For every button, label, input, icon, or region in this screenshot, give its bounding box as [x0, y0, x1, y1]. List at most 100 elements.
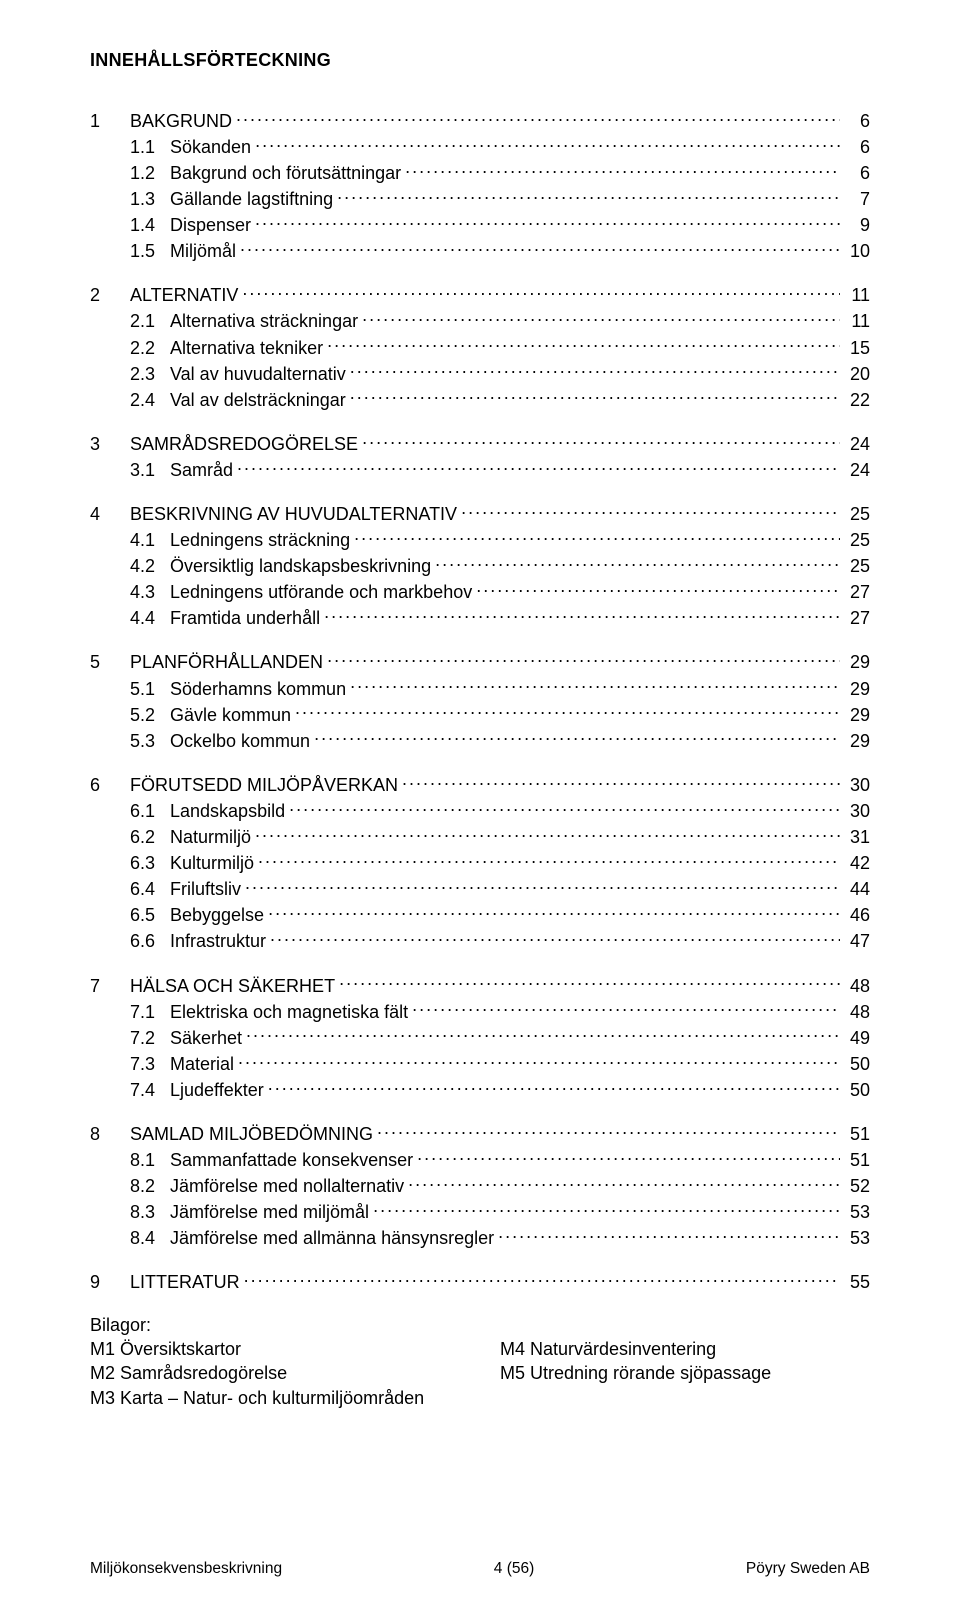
toc-label: Sammanfattade konsekvenser — [170, 1148, 413, 1172]
toc-number: 5 — [90, 650, 130, 674]
toc-leader — [289, 797, 840, 817]
toc-leader — [405, 159, 840, 179]
toc-entry-level2: 1.3Gällande lagstiftning7 — [90, 185, 870, 211]
toc-number: 9 — [90, 1270, 130, 1294]
toc-label: SAMLAD MILJÖBEDÖMNING — [130, 1122, 373, 1146]
toc-label: Ockelbo kommun — [170, 729, 310, 753]
toc-leader — [435, 552, 840, 572]
toc-label: Gällande lagstiftning — [170, 187, 333, 211]
toc-label: Sökanden — [170, 135, 251, 159]
toc-number: 4.3 — [130, 580, 170, 604]
toc-page: 48 — [844, 974, 870, 998]
toc-leader — [236, 107, 840, 127]
toc-entry-level2: 1.5Miljömål10 — [90, 237, 870, 263]
toc-label: Ledningens sträckning — [170, 528, 350, 552]
toc-label: Jämförelse med miljömål — [170, 1200, 369, 1224]
appendix-section: Bilagor: M1 ÖversiktskartorM2 Samrådsred… — [90, 1313, 870, 1410]
toc-page: 22 — [844, 388, 870, 412]
toc-leader — [246, 1024, 840, 1044]
toc-label: Material — [170, 1052, 234, 1076]
toc-number: 8.4 — [130, 1226, 170, 1250]
toc-entry-level2: 6.6Infrastruktur47 — [90, 928, 870, 954]
toc-page: 29 — [844, 677, 870, 701]
appendix-column-left: M1 ÖversiktskartorM2 SamrådsredogörelseM… — [90, 1337, 460, 1410]
toc-number: 4.4 — [130, 606, 170, 630]
appendix-item: M1 Översiktskartor — [90, 1337, 460, 1361]
toc-entry-level1: 1BAKGRUND6 — [90, 107, 870, 133]
toc-entry-level1: 4BESKRIVNING AV HUVUDALTERNATIV25 — [90, 500, 870, 526]
toc-block: 4BESKRIVNING AV HUVUDALTERNATIV254.1Ledn… — [90, 500, 870, 630]
toc-number: 1 — [90, 109, 130, 133]
toc-number: 1.1 — [130, 135, 170, 159]
toc-number: 6.3 — [130, 851, 170, 875]
toc-label: Jämförelse med allmänna hänsynsregler — [170, 1226, 494, 1250]
toc-page: 31 — [844, 825, 870, 849]
toc-number: 6.4 — [130, 877, 170, 901]
toc-page: 50 — [844, 1078, 870, 1102]
toc-number: 4.1 — [130, 528, 170, 552]
toc-page: 24 — [844, 432, 870, 456]
toc-leader — [408, 1172, 840, 1192]
footer-left: Miljökonsekvensbeskrivning — [90, 1560, 282, 1578]
toc-page: 29 — [844, 650, 870, 674]
toc-leader — [255, 211, 840, 231]
toc-page: 52 — [844, 1174, 870, 1198]
toc-leader — [324, 605, 840, 625]
toc-entry-level2: 8.3Jämförelse med miljömål53 — [90, 1198, 870, 1224]
toc-entry-level2: 8.4Jämförelse med allmänna hänsynsregler… — [90, 1225, 870, 1251]
toc-leader — [268, 902, 840, 922]
toc-leader — [350, 360, 840, 380]
toc-page: 27 — [844, 606, 870, 630]
toc-page: 46 — [844, 903, 870, 927]
toc-page: 6 — [844, 135, 870, 159]
toc-page: 55 — [844, 1270, 870, 1294]
toc-number: 6.6 — [130, 929, 170, 953]
toc-entry-level1: 9LITTERATUR55 — [90, 1269, 870, 1295]
toc-label: Jämförelse med nollalternativ — [170, 1174, 404, 1198]
toc-leader — [238, 1050, 840, 1070]
toc-label: Säkerhet — [170, 1026, 242, 1050]
toc-page: 29 — [844, 703, 870, 727]
toc-page: 25 — [844, 528, 870, 552]
toc-label: PLANFÖRHÅLLANDEN — [130, 650, 323, 674]
footer-center: 4 (56) — [494, 1560, 535, 1578]
toc-leader — [240, 237, 840, 257]
toc-page: 47 — [844, 929, 870, 953]
toc-number: 7.3 — [130, 1052, 170, 1076]
toc-label: Friluftsliv — [170, 877, 241, 901]
toc-entry-level1: 2ALTERNATIV11 — [90, 282, 870, 308]
toc-number: 6.1 — [130, 799, 170, 823]
toc-number: 5.3 — [130, 729, 170, 753]
toc-label: Val av huvudalternativ — [170, 362, 346, 386]
toc-leader — [327, 649, 840, 669]
toc-block: 8SAMLAD MILJÖBEDÖMNING518.1Sammanfattade… — [90, 1120, 870, 1250]
toc-label: ALTERNATIV — [130, 283, 238, 307]
toc-entry-level2: 1.1Sökanden 6 — [90, 133, 870, 159]
toc-leader — [244, 1269, 840, 1289]
toc-page: 15 — [844, 336, 870, 360]
toc-entry-level2: 6.1Landskapsbild30 — [90, 797, 870, 823]
toc-entry-level2: 8.2Jämförelse med nollalternativ52 — [90, 1172, 870, 1198]
toc-leader — [362, 308, 840, 328]
toc-leader — [417, 1146, 840, 1166]
toc-entry-level2: 7.2Säkerhet49 — [90, 1024, 870, 1050]
toc-leader — [476, 579, 840, 599]
toc-entry-level2: 8.1Sammanfattade konsekvenser51 — [90, 1146, 870, 1172]
toc-leader — [354, 526, 840, 546]
toc-label: Bebyggelse — [170, 903, 264, 927]
toc-label: Naturmiljö — [170, 825, 251, 849]
appendix-item: M4 Naturvärdesinventering — [500, 1337, 870, 1361]
toc-label: Bakgrund och förutsättningar — [170, 161, 401, 185]
toc-number: 6 — [90, 773, 130, 797]
toc-page: 9 — [844, 213, 870, 237]
toc-label: HÄLSA OCH SÄKERHET — [130, 974, 335, 998]
toc-label: FÖRUTSEDD MILJÖPÅVERKAN — [130, 773, 398, 797]
toc-leader — [461, 500, 840, 520]
toc-number: 4.2 — [130, 554, 170, 578]
toc-number: 5.2 — [130, 703, 170, 727]
toc-entry-level2: 4.4Framtida underhåll27 — [90, 605, 870, 631]
toc-number: 8.3 — [130, 1200, 170, 1224]
toc-entry-level2: 2.2Alternativa tekniker15 — [90, 334, 870, 360]
toc-label: Söderhamns kommun — [170, 677, 346, 701]
toc-block: 6FÖRUTSEDD MILJÖPÅVERKAN306.1Landskapsbi… — [90, 771, 870, 954]
